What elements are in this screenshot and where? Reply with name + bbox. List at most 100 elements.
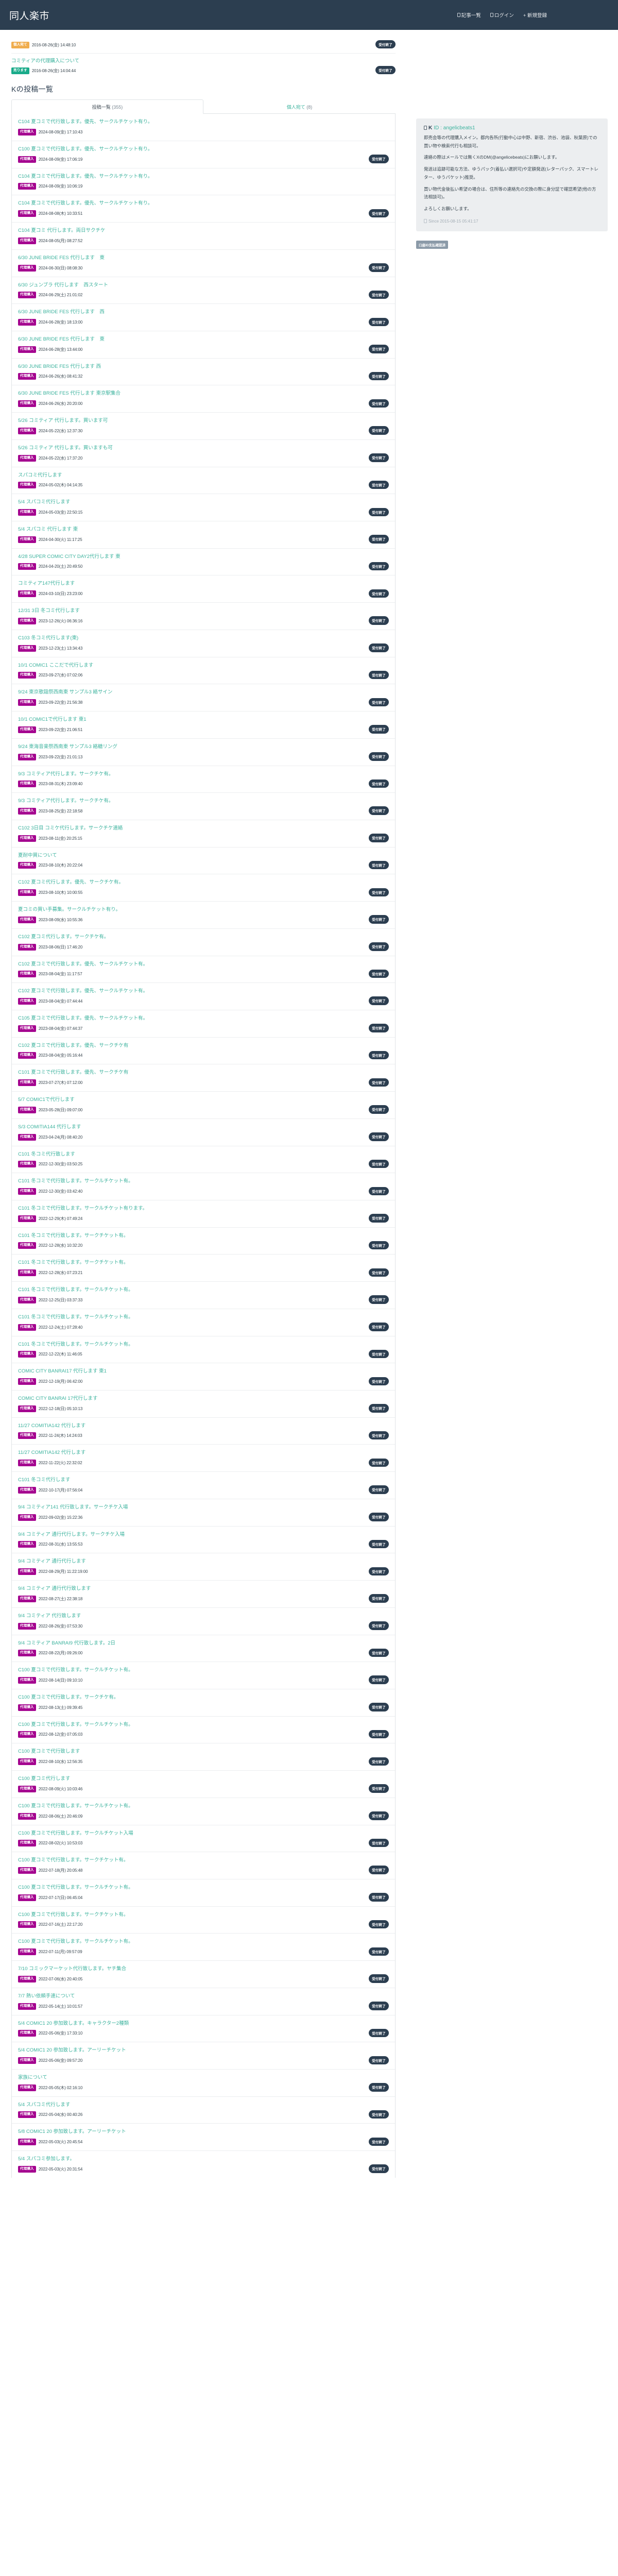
post-title[interactable]: C101 冬コミ代行します — [18, 1477, 71, 1483]
post-title[interactable]: 夏耐中買について — [18, 852, 57, 858]
nav-link-articles[interactable]: 記事一覧 — [457, 11, 481, 19]
post-row[interactable]: C101 冬コミで代行致します。サークルチケット有。 代理購入 2022-12-30… — [12, 1173, 395, 1200]
post-row[interactable]: C101 冬コミで代行致します。サークルチケット有。 代理購入 2022-12-22… — [12, 1336, 395, 1364]
post-row[interactable]: C100 夏コミで代行致します。サークルチケット有。 代理購入 2022-08-12… — [12, 1717, 395, 1744]
post-title[interactable]: 5/4 スパコミ代行します — [18, 2102, 71, 2108]
post-row[interactable]: C101 冬コミで代行致します。サークチケット有。 代理購入 2022-12-28(… — [12, 1228, 395, 1255]
post-row[interactable]: 11/27 COMITIA142 代行します 代理購入 2022-11-24(木) … — [12, 1418, 395, 1445]
post-row[interactable]: C104 夏コミで代行致します。優先、サークルチケット有り。 代理購入 2024-0… — [12, 114, 395, 141]
post-row[interactable]: 6/30 JUNE BRIDE FES 代行します 西代理購入 2024-06-2… — [12, 304, 395, 331]
post-row[interactable]: 9/24 東海音楽祭西南東 サンプル3 絡糖リング 代理購入 2023-09-22(… — [12, 739, 395, 766]
post-title[interactable]: 9/4 コミティア 代行致します — [18, 1613, 81, 1619]
post-title[interactable]: C102 3日目 コミケ代行します。サークチケ連絡 — [18, 825, 123, 831]
post-row[interactable]: C100 夏コミで代行致します。優先、サークルチケット有り。 代理購入 2024-0… — [12, 141, 395, 168]
post-title[interactable]: C102 夏コミで代行致します。優先、サークルチケット有。 — [18, 961, 148, 967]
post-title[interactable]: 9/3 コミティア代行します。サークチケ有。 — [18, 798, 114, 804]
post-title[interactable]: S/3 COMITIA144 代行します — [18, 1124, 81, 1130]
post-row[interactable]: C100 夏コミで代行致します。サークルチケット入場 代理購入 2022-08-02… — [12, 1825, 395, 1853]
post-title[interactable]: C100 夏コミで代行致します。サークルチケット有。 — [18, 1884, 133, 1890]
post-row[interactable]: C105 夏コミで代行致します。優先、サークルチケット有。 代理購入 2023-08… — [12, 1010, 395, 1038]
post-title[interactable]: 5/7 COMIC1で代行します — [18, 1097, 75, 1103]
post-row[interactable]: C101 夏コミで代行致します。優先、サークチケ有 代理購入 2023-07-27(… — [12, 1064, 395, 1092]
post-row[interactable]: 5/26 コミティア 代行します。買いますも可 代理購入 2024-05-22(水)… — [12, 440, 395, 467]
post-title[interactable]: C100 夏コミで代行致します。優先、サークルチケット有り。 — [18, 146, 153, 152]
post-row[interactable]: C100 夏コミで代行致します 代理購入 2022-08-10(水) 12:56:3… — [12, 1743, 395, 1771]
post-row[interactable]: 6/30 JUNE BRIDE FES 代行します 西代理購入 2024-06-2… — [12, 359, 395, 386]
post-title[interactable]: C102 夏コミで代行致します。優先、サークルチケット有。 — [18, 988, 148, 994]
post-row[interactable]: C102 夏コミで代行致します。優先、サークルチケット有。 代理購入 2023-08… — [12, 956, 395, 984]
post-row[interactable]: 9/24 東京歌謡祭西南東 サンプル3 絡サイン 代理購入 2023-09-22(金… — [12, 684, 395, 712]
tab-all-posts[interactable]: 投稿一覧 (355) — [11, 99, 203, 114]
post-title[interactable]: C102 夏コミ代行します。サークチケ有。 — [18, 934, 109, 940]
post-title[interactable]: 5/26 コミティア 代行します。買いますも可 — [18, 445, 113, 451]
post-title[interactable]: 6/30 JUNE BRIDE FES 代行します 東 — [18, 336, 105, 342]
post-row[interactable]: C103 冬コミ代行します(東) 代理購入 2023-12-23(土) 13:34:… — [12, 630, 395, 657]
post-row[interactable]: 5/26 コミティア 代行します。買います可 代理購入 2024-05-22(水) … — [12, 413, 395, 440]
post-title[interactable]: C101 冬コミで代行致します。サークルチケット有。 — [18, 1341, 133, 1347]
post-row[interactable]: スパコミ代行します 代理購入 2024-05-02(木) 04:14:35 受付終了 — [12, 467, 395, 495]
post-title[interactable]: 11/27 COMITIA142 代行します — [18, 1422, 86, 1429]
post-title[interactable]: 9/3 コミティア代行します。サークチケ有。 — [18, 771, 114, 777]
post-row[interactable]: 9/4 コミティア 通行代行します 代理購入 2022-08-29(月) 11:22… — [12, 1553, 395, 1581]
post-title[interactable]: C100 夏コミで代行致します — [18, 1749, 80, 1755]
post-title[interactable]: C100 夏コミで代行致します。サークルチケット有。 — [18, 1939, 133, 1945]
post-title[interactable]: 7/7 熱い依頼手連について — [18, 1993, 75, 1999]
post-row[interactable]: 家族について 代理購入 2022-05-05(木) 02:16:10 受付終了 — [12, 2070, 395, 2097]
post-row[interactable]: 9/4 コミティア 通行代行致します 代理購入 2022-08-27(土) 22:3… — [12, 1581, 395, 1608]
post-title[interactable]: C100 夏コミで代行致します。サークルチケット有。 — [18, 1803, 133, 1809]
post-row[interactable]: コミティア147代行します 代理購入 2024-03-10(日) 23:23:00 受… — [12, 575, 395, 603]
post-title[interactable]: 10/1 COMIC1で代行します 東1 — [18, 717, 87, 723]
post-title[interactable]: 9/4 コミティア BANRAI9 代行致します。2日 — [18, 1640, 116, 1646]
post-title[interactable]: C100 夏コミで代行致します。サークルチケット入場 — [18, 1830, 133, 1836]
post-title[interactable]: 5/4 スパコミ参加します。 — [18, 2156, 75, 2162]
post-title[interactable]: C103 冬コミ代行します(東) — [18, 635, 79, 641]
post-row[interactable]: COMIC CITY BANRAI17 代行します 東1 代理購入 2022-12-… — [12, 1363, 395, 1391]
nav-link-register[interactable]: + 新規登録 — [523, 11, 547, 19]
post-title[interactable]: C100 夏コミで代行致します。サークチケット有。 — [18, 1911, 129, 1918]
post-row[interactable]: C102 夏コミ代行します。サークチケ有。 代理購入 2023-08-06(日) 1… — [12, 929, 395, 956]
post-title[interactable]: 5/26 コミティア 代行します。買います可 — [18, 418, 108, 424]
post-row[interactable]: C104 夏コミ 代行します。両日サクチケ 代理購入 2024-08-05(月) 0… — [12, 223, 395, 250]
post-row[interactable]: 5/4 スパコミ 代行します 東代理購入 2024-04-30(火) 11:17:… — [12, 521, 395, 549]
notice-row[interactable]: 個人宛て 2016-08-26(金) 14:48:10 受付終了 — [11, 35, 396, 54]
post-title[interactable]: 7/10 コミックマーケット代行致します。ヤチ集合 — [18, 1966, 127, 1972]
post-title[interactable]: 9/4 コミティア141 代行致します。サークチケ入場 — [18, 1504, 128, 1510]
post-row[interactable]: 6/30 JUNE BRIDE FES 代行します 東代理購入 2024-06-3… — [12, 250, 395, 277]
post-row[interactable]: C101 冬コミ代行致します 代理購入 2022-12-30(金) 03:50:25… — [12, 1146, 395, 1174]
post-title[interactable]: C105 夏コミで代行致します。優先、サークルチケット有。 — [18, 1015, 148, 1021]
post-row[interactable]: C101 冬コミ代行します 代理購入 2022-10-17(月) 07:56:04 受… — [12, 1472, 395, 1499]
post-title[interactable]: C100 夏コミで代行致します。サークチケット有。 — [18, 1857, 129, 1863]
post-row[interactable]: 9/4 コミティア BANRAI9 代行致します。2日 代理購入 2022-08-2… — [12, 1635, 395, 1663]
post-title[interactable]: C101 冬コミで代行致します。サークルチケット有ります。 — [18, 1206, 148, 1211]
post-title[interactable]: C101 冬コミで代行致します。サークルチケット有。 — [18, 1314, 133, 1320]
post-row[interactable]: C100 夏コミで代行致します。サークチケット有。 代理購入 2022-07-18(… — [12, 1852, 395, 1879]
post-title[interactable]: C101 冬コミで代行致します。サークチケット有。 — [18, 1232, 129, 1239]
post-row[interactable]: C100 夏コミで代行致します。サークチケ有。 代理購入 2022-08-13(土)… — [12, 1689, 395, 1717]
post-row[interactable]: 7/10 コミックマーケット代行致します。ヤチ集合 代理購入 2022-07-06(… — [12, 1961, 395, 1988]
post-row[interactable]: C101 冬コミで代行致します。サークルチケット有ります。 代理購入 2022-12… — [12, 1200, 395, 1228]
post-row[interactable]: S/3 COMITIA144 代行します 代理購入 2023-04-24(月) 08… — [12, 1119, 395, 1146]
post-title[interactable]: 6/30 JUNE BRIDE FES 代行します 西 — [18, 363, 101, 369]
post-title[interactable]: C100 夏コミで代行致します。サークチケ有。 — [18, 1694, 119, 1700]
post-row[interactable]: C100 夏コミで代行致します。サークルチケット有。 代理購入 2022-08-06… — [12, 1798, 395, 1825]
post-row[interactable]: C100 夏コミで代行致します。サークルチケット有。 代理購入 2022-07-11… — [12, 1934, 395, 1961]
post-row[interactable]: C104 夏コミで代行致します。優先、サークルチケット有り。 代理購入 2024-0… — [12, 168, 395, 196]
post-title[interactable]: 6/30 JUNE BRIDE FES 代行します 東 — [18, 255, 105, 261]
post-title[interactable]: C104 夏コミで代行致します。優先、サークルチケット有り。 — [18, 200, 153, 207]
post-title[interactable]: 6/30 JUNE BRIDE FES 代行します 東京駅集合 — [18, 391, 121, 397]
post-row[interactable]: 10/1 COMIC1 ここだで代行します 代理購入 2023-09-27(水) 0… — [12, 657, 395, 685]
post-row[interactable]: 12/31 3日 冬コミ代行します 代理購入 2023-12-26(火) 06:36… — [12, 603, 395, 630]
post-row[interactable]: 7/7 熱い依頼手連について 代理購入 2022-05-14(土) 10:01:57… — [12, 1988, 395, 2015]
post-title[interactable]: C104 夏コミ 代行します。両日サクチケ — [18, 228, 106, 234]
post-row[interactable]: 夏耐中買について 代理購入 2023-08-10(木) 20:22:04 受付終了 — [12, 848, 395, 875]
post-row[interactable]: C100 夏コミで代行致します。サークルチケット有。 代理購入 2022-07-17… — [12, 1879, 395, 1907]
post-title[interactable]: 5/8 COMIC1 20 参加致します。アーリーチケット — [18, 2129, 126, 2135]
post-row[interactable]: 10/1 COMIC1で代行します 東1 代理購入 2023-09-22(金) 21… — [12, 711, 395, 739]
post-row[interactable]: C101 冬コミで代行致します。サークチケット有。 代理購入 2022-12-28(… — [12, 1255, 395, 1282]
post-row[interactable]: 5/4 スパコミ参加します。 代理購入 2022-05-03(火) 20:31:54… — [12, 2151, 395, 2178]
post-title[interactable]: C104 夏コミで代行致します。優先、サークルチケット有り。 — [18, 119, 153, 125]
post-row[interactable]: C101 冬コミで代行致します。サークルチケット有。 代理購入 2022-12-24… — [12, 1309, 395, 1336]
post-title[interactable]: 9/4 コミティア 通行代行致します — [18, 1586, 91, 1592]
post-title[interactable]: スパコミ代行します — [18, 472, 62, 478]
post-row[interactable]: 5/4 スパコミ代行します 代理購入 2022-05-04(水) 00:40:26 受… — [12, 2097, 395, 2124]
